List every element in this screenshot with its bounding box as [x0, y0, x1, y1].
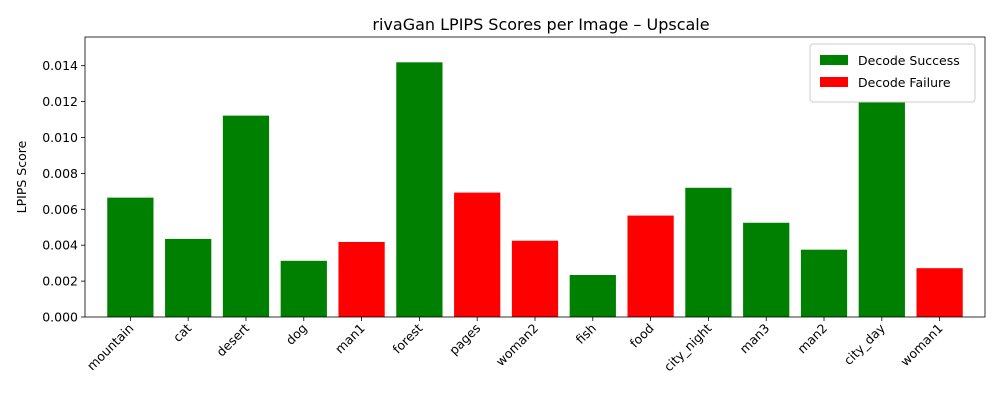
x-tick-label: food — [627, 321, 657, 351]
y-tick-label: 0.010 — [42, 130, 78, 145]
y-tick-label: 0.008 — [42, 166, 78, 181]
x-tick-label: dog — [283, 321, 310, 348]
legend: Decode Success Decode Failure — [809, 43, 976, 103]
legend-label-success: Decode Success — [858, 53, 960, 68]
legend-swatch-success — [820, 55, 848, 65]
bar-cat — [165, 238, 212, 317]
legend-label-failure: Decode Failure — [858, 75, 951, 90]
bar-man3 — [743, 222, 790, 317]
bar-desert — [222, 115, 270, 318]
y-tick-label: 0.012 — [42, 94, 78, 109]
x-tick-label: woman2 — [493, 321, 542, 370]
x-tick-label: man2 — [794, 321, 830, 357]
bar-woman2 — [511, 240, 559, 317]
x-tick-label: forest — [389, 320, 425, 356]
x-tick-label: woman1 — [897, 321, 946, 370]
bar-city_night — [685, 187, 732, 317]
chart-title: rivaGan LPIPS Scores per Image – Upscale — [372, 15, 709, 34]
y-axis-title: LPIPS Score — [14, 140, 29, 213]
x-tick-label: mountain — [84, 321, 137, 374]
x-tick-label: cat — [170, 320, 194, 344]
bar-dog — [280, 260, 327, 317]
y-tick-label: 0.004 — [42, 238, 78, 253]
y-tick-label: 0.006 — [42, 202, 78, 217]
x-tick-label: man1 — [332, 321, 368, 357]
x-tick-label: city_night — [661, 320, 715, 374]
bar-mountain — [107, 197, 154, 317]
y-tick-label: 0.000 — [42, 310, 78, 325]
y-tick-label: 0.014 — [42, 58, 78, 73]
x-tick-label: pages — [446, 321, 483, 358]
bar-man2 — [800, 249, 848, 317]
x-tick-label: man3 — [736, 321, 772, 357]
bar-food — [627, 215, 674, 317]
y-tick-label: 0.002 — [42, 274, 78, 289]
bar-pages — [454, 192, 501, 317]
x-tick-label: desert — [213, 320, 252, 359]
bar-fish — [569, 275, 616, 317]
bar-woman1 — [916, 268, 963, 317]
bar-city_day — [858, 101, 905, 318]
bar-forest — [396, 62, 443, 318]
x-tick-label: city_day — [841, 320, 889, 368]
legend-swatch-failure — [820, 77, 848, 87]
bar-man1 — [338, 241, 385, 317]
x-tick-label: fish — [573, 321, 599, 347]
axes-frame — [84, 36, 986, 318]
legend-box — [809, 43, 976, 103]
